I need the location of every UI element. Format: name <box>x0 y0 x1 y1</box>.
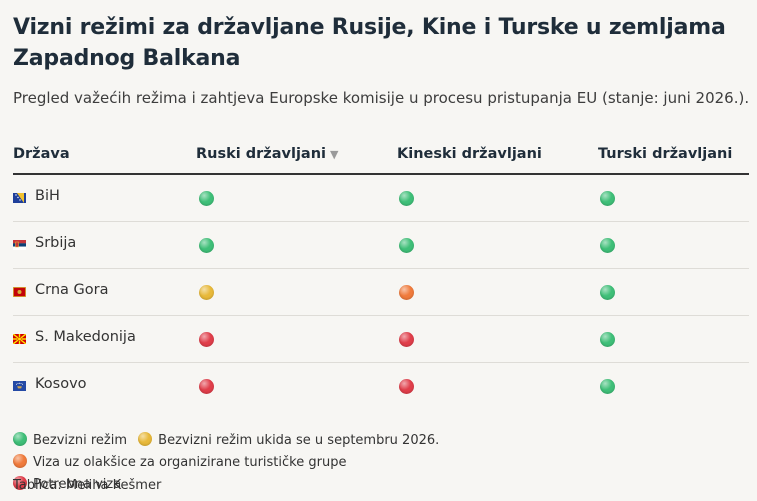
status-dot-china <box>399 379 414 394</box>
status-dot-china <box>399 238 414 253</box>
status-dot-russia <box>199 238 214 253</box>
legend-dot <box>13 454 27 468</box>
status-dot-russia <box>199 285 214 300</box>
status-dot-turkey <box>600 332 615 347</box>
column-header-china[interactable]: Kineski državljani <box>397 146 542 162</box>
country-name: Kosovo <box>35 376 87 392</box>
column-header-russia[interactable]: Ruski državljani ▼ <box>196 146 338 162</box>
country-name: BiH <box>35 188 60 204</box>
status-dot-turkey <box>600 379 615 394</box>
legend-dot <box>138 432 153 446</box>
bih-flag-icon <box>13 193 26 203</box>
source-credit: Tablica: Meliha Kešmer <box>13 478 162 493</box>
status-dot-china <box>399 285 414 300</box>
legend-label: Bezvizni režim <box>33 433 128 448</box>
legend-item: Potrebna viza <box>13 474 121 496</box>
legend-label: Potrebna viza <box>33 477 122 492</box>
legend-label: Viza uz olakšice za organizirane turisti… <box>33 455 347 470</box>
column-header-turkey[interactable]: Turski državljani <box>598 146 733 162</box>
status-dot-russia <box>199 379 214 394</box>
table-header: Država Ruski državljani ▼ Kineski državlj… <box>13 138 749 175</box>
legend-item: Viza uz olakšice za organizirane turisti… <box>13 452 346 474</box>
montenegro-flag-icon <box>13 287 26 297</box>
status-dot-russia <box>199 191 214 206</box>
table-row: S. Makedonija <box>13 316 749 363</box>
visa-table: Država Ruski državljani ▼ Kineski državlj… <box>13 138 749 409</box>
page-subtitle: Pregled važećih režima i zahtjeva Europs… <box>13 89 750 107</box>
status-dot-turkey <box>600 238 615 253</box>
sort-down-icon[interactable]: ▼ <box>330 148 339 161</box>
table-row: Srbija <box>13 222 749 269</box>
legend: Bezvizni režim Bezvizni režim ukida se u… <box>13 430 753 496</box>
country-name: Crna Gora <box>35 282 109 298</box>
table-row: Crna Gora <box>13 269 749 316</box>
column-header-russia-label: Ruski državljani <box>196 146 327 162</box>
status-dot-turkey <box>600 191 615 206</box>
legend-label: Bezvizni režim ukida se u septembru 2026… <box>158 433 440 448</box>
north-macedonia-flag-icon <box>13 334 26 344</box>
status-dot-turkey <box>600 285 615 300</box>
table-row: BiH <box>13 175 749 222</box>
legend-item: Bezvizni režim <box>13 430 127 452</box>
status-dot-china <box>399 191 414 206</box>
page-title: Vizni režimi za državljane Rusije, Kine … <box>13 15 726 71</box>
country-name: Srbija <box>35 235 77 251</box>
column-header-country[interactable]: Država <box>13 146 70 162</box>
legend-dot <box>13 476 27 490</box>
table-row: Kosovo <box>13 363 749 409</box>
status-dot-russia <box>199 332 214 347</box>
legend-dot <box>13 432 27 446</box>
kosovo-flag-icon <box>13 381 26 391</box>
country-name: S. Makedonija <box>35 329 136 345</box>
status-dot-china <box>399 332 414 347</box>
serbia-flag-icon <box>13 240 26 250</box>
legend-item: Bezvizni režim ukida se u septembru 2026… <box>138 430 439 452</box>
